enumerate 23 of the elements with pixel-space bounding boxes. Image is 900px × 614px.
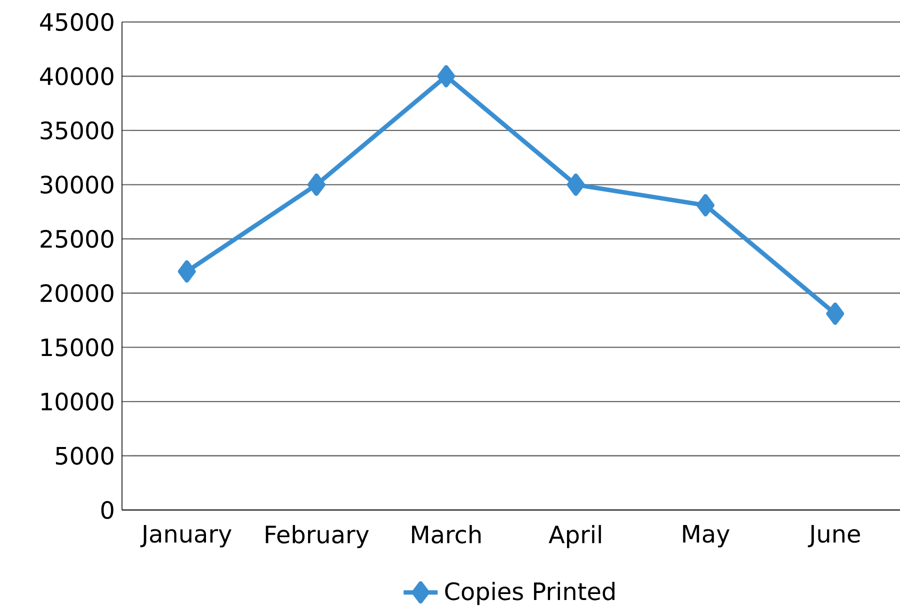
x-tick-label: May xyxy=(683,525,730,548)
legend-label: Copies Printed xyxy=(445,582,614,605)
y-tick-label: 40000 xyxy=(40,67,114,86)
x-tick-label: March xyxy=(412,525,481,544)
y-tick-label: 20000 xyxy=(40,284,114,302)
y-tick-label: 45000 xyxy=(40,12,114,32)
point xyxy=(696,194,714,216)
y-tick-label: 15000 xyxy=(42,338,114,356)
y-tick-label: 10000 xyxy=(42,392,114,411)
x-tick-label: January xyxy=(140,525,232,548)
y-tick-label: 5000 xyxy=(56,446,114,465)
point xyxy=(178,260,196,283)
point xyxy=(308,174,326,196)
point xyxy=(826,302,844,325)
y-tick-label: 25000 xyxy=(40,230,114,248)
x-tick-label: April xyxy=(548,525,601,548)
y-tick-label: 35000 xyxy=(40,121,114,140)
x-tick-label: February xyxy=(266,525,369,548)
point xyxy=(437,65,456,88)
x-tick-label: June xyxy=(808,525,860,548)
y-tick-label: 0 xyxy=(101,500,114,520)
y-tick-label: 30000 xyxy=(40,176,114,194)
point xyxy=(566,174,585,196)
